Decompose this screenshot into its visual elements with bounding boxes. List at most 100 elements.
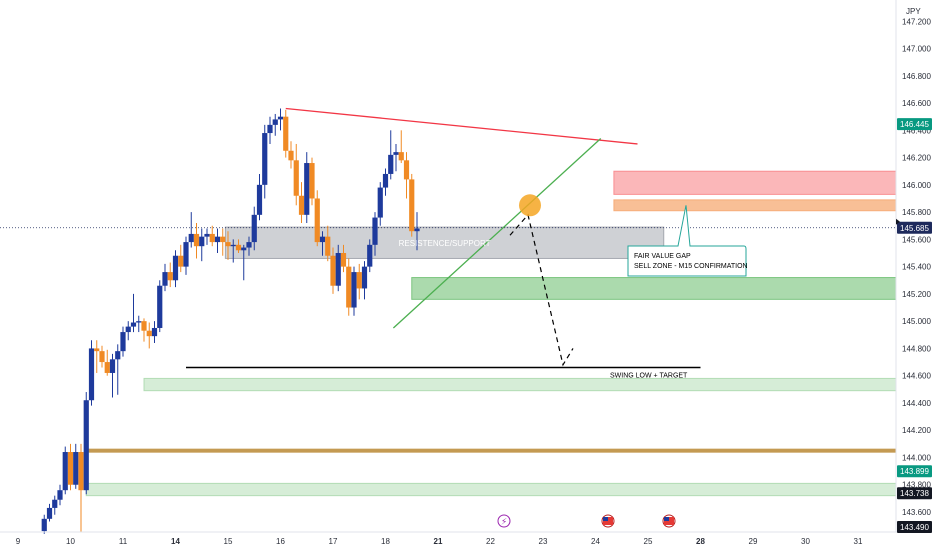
candle-body [204, 233, 210, 237]
y-tick-label: 145.400 [902, 263, 931, 272]
candle-body [288, 150, 294, 161]
y-tick-label: 146.800 [902, 72, 931, 81]
x-tick-label: 18 [381, 537, 390, 546]
candle-body [256, 184, 263, 215]
candle-body [141, 321, 147, 331]
price-label-box [897, 221, 932, 234]
x-tick-label: 16 [276, 537, 285, 546]
y-axis[interactable]: 147.200 147.000 146.800 146.600 146.400 146.2… [902, 17, 931, 517]
x-tick-label: 31 [854, 537, 863, 546]
levels-layer [0, 227, 896, 453]
target-zone[interactable] [143, 377, 897, 392]
fvg-marker [519, 194, 541, 217]
sell-zone-upper[interactable] [613, 170, 897, 195]
y-tick-label: 146.400 [902, 126, 931, 135]
us-flag-icon[interactable] [662, 514, 676, 528]
candle-body [246, 242, 252, 248]
y-tick-label: 144.000 [902, 453, 931, 462]
candle-body [267, 124, 273, 134]
fair-value-gap-callout: FAIR VALUE GAP SELL ZONE - M15 CONFIRMAT… [627, 205, 748, 277]
candle-body [151, 327, 158, 337]
candle-body [130, 322, 137, 327]
swing-low-label: SWING LOW + TARGET [610, 373, 688, 380]
candle-body [109, 359, 116, 373]
demand-zone[interactable] [411, 277, 897, 300]
y-tick-label: 146.200 [902, 154, 931, 163]
brown-level[interactable] [86, 448, 896, 453]
candle-body [293, 160, 299, 196]
candle-body [356, 272, 362, 289]
fvg-label-line1: FAIR VALUE GAP [634, 253, 691, 260]
resistance-support-zone[interactable] [224, 226, 665, 259]
x-axis[interactable]: 9 10 11 14 15 16 17 18 21 22 23 24 25 28 29 30 31 [16, 537, 863, 546]
candle-body [409, 179, 415, 232]
fair-value-gap-zone[interactable] [613, 199, 897, 212]
y-tick-label: 146.000 [902, 181, 931, 190]
x-tick-label: 23 [539, 537, 548, 546]
price-label: 143.490 [900, 523, 929, 532]
candle-body [162, 272, 168, 286]
us-flag-icon[interactable] [601, 514, 615, 528]
candle-body [241, 247, 247, 251]
candle-body [178, 255, 184, 267]
candle-body [88, 348, 95, 401]
price-labels: 146.445 145.685 143.899 143.738 143.490 [896, 118, 932, 533]
candle-body [377, 187, 383, 218]
candle-body [115, 351, 121, 360]
y-tick-label: 147.000 [902, 45, 931, 54]
candle-body [309, 163, 315, 199]
price-label: 143.899 [900, 467, 929, 476]
candle-body [351, 272, 357, 308]
candle-body [372, 217, 378, 245]
candle-body [220, 236, 226, 243]
candle-body [146, 330, 152, 337]
candle-body [298, 195, 305, 215]
candle-body [340, 253, 347, 267]
candle-body [94, 348, 100, 352]
candle-body [99, 351, 105, 363]
candle-body [120, 332, 126, 352]
x-tick-label: 17 [329, 537, 338, 546]
candle-body [388, 154, 394, 174]
lightning-icon[interactable] [497, 514, 511, 528]
price-label-box [897, 487, 932, 500]
candle-body [230, 244, 236, 247]
candle-body [414, 228, 420, 232]
candle-body [46, 507, 53, 519]
y-tick-label: 145.000 [902, 317, 931, 326]
candle-body [319, 236, 326, 243]
candle-body [73, 452, 79, 485]
y-tick-label: 146.600 [902, 99, 931, 108]
price-label: 145.685 [900, 224, 929, 233]
candle-body [272, 119, 278, 125]
price-label: 143.738 [900, 489, 929, 498]
support-trendline[interactable] [392, 138, 602, 329]
candle-body [330, 255, 336, 286]
candle-body [398, 152, 404, 161]
candle-body [262, 133, 268, 185]
candle-body [382, 173, 389, 188]
candle-body [172, 255, 179, 281]
price-label-box [897, 118, 932, 131]
candle-body [62, 452, 68, 491]
candle-body [283, 116, 289, 151]
candle-body [104, 362, 110, 373]
x-tick-label: 22 [486, 537, 495, 546]
lower-zone[interactable] [85, 482, 897, 497]
projection-arrow [509, 213, 574, 367]
x-tick-label: 14 [171, 537, 180, 546]
x-tick-label: 24 [591, 537, 600, 546]
y-tick-label: 145.600 [902, 235, 931, 244]
lightning-glyph: ⚡ [501, 518, 507, 528]
y-tick-label: 144.400 [902, 399, 931, 408]
candle-body [346, 266, 352, 308]
candle-body [367, 244, 373, 267]
candle-body [335, 253, 341, 286]
lines-layer [186, 107, 701, 369]
candle-body [67, 452, 74, 485]
resistance-trendline[interactable] [285, 107, 638, 145]
candle-body [83, 400, 89, 491]
candle-body [57, 490, 63, 500]
